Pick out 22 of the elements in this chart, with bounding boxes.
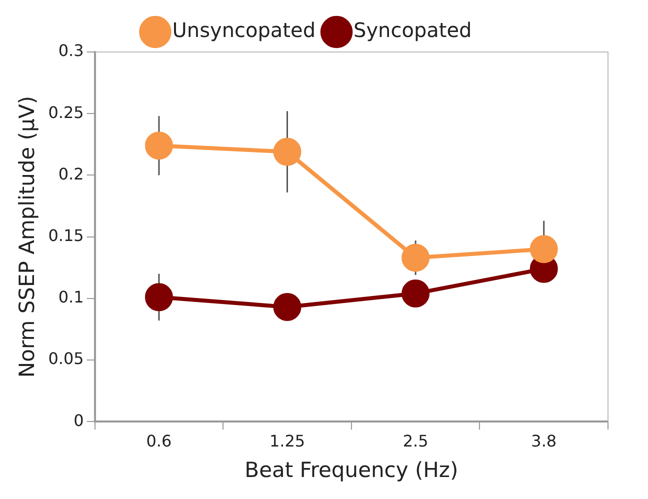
legend-label: Syncopated (354, 18, 472, 42)
y-tick-label: 0.15 (48, 226, 84, 245)
x-tick-label: 2.5 (402, 431, 428, 450)
y-tick-label: 0.2 (58, 164, 84, 184)
x-tick-label: 1.25 (269, 431, 306, 450)
point (402, 279, 430, 308)
y-axis-title: Norm SSEP Amplitude (μV) (15, 96, 40, 378)
y-tick-label: 0.1 (58, 288, 84, 307)
legend-label: Unsyncopated (172, 18, 316, 42)
point (273, 138, 302, 166)
point (273, 293, 302, 322)
point (530, 235, 558, 264)
point (402, 244, 430, 272)
x-axis-title: Beat Frequency (Hz) (244, 458, 458, 482)
y-tick-label: 0.25 (48, 102, 84, 122)
x-tick-label: 0.6 (146, 431, 172, 450)
point (144, 283, 173, 312)
x-tick-label: 3.8 (531, 431, 557, 450)
y-tick-label: 0.3 (58, 41, 84, 60)
y-tick-label: 0 (74, 410, 84, 430)
point (144, 132, 173, 160)
y-tick-label: 0.05 (48, 349, 84, 368)
